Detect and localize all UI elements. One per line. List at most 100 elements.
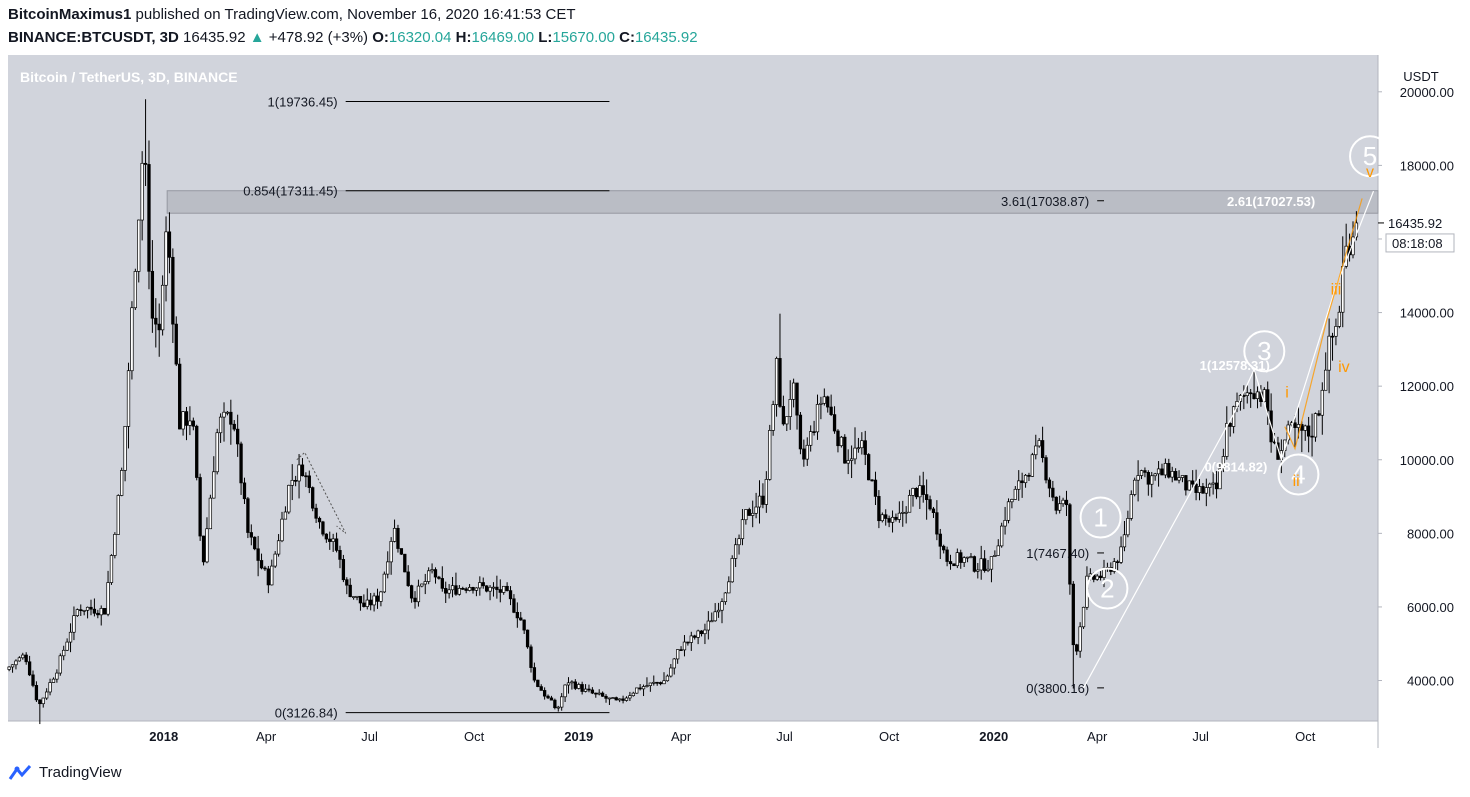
candle-body [1075,644,1079,652]
candle-body [478,582,482,589]
dotted-projection [296,451,347,534]
candle-body [1160,468,1164,476]
y-tick-label: 6000.00 [1407,600,1454,615]
candle-body [795,382,799,416]
candle-body [123,425,127,471]
candle-body [79,609,83,611]
candle-body [1252,393,1256,400]
candle-body [447,589,451,594]
candle-body [887,518,891,523]
candle-body [92,608,97,614]
candle-body [1098,575,1103,578]
candle-body [283,511,288,520]
candle-body [7,666,11,670]
candle-body [280,518,284,542]
fib-level-label: 0.854(17311.45) [243,184,337,199]
candle-body [757,495,762,508]
candle-body [505,585,509,591]
candle-body [471,587,475,591]
candle-body [529,646,533,668]
candle-body [195,425,199,478]
candle-body [362,602,366,607]
candle-body [880,514,884,522]
candle-body [549,697,554,701]
change-value: +478.92 (+3%) [268,29,369,46]
candle-body [184,411,189,426]
candle-body [116,495,120,535]
candle-body [1201,486,1205,494]
candle-body [488,586,492,592]
candle-body [597,692,601,695]
subwave-label: iii [1331,282,1342,299]
candle-body [989,556,994,570]
candle-body [1191,480,1195,485]
tradingview-brand[interactable]: TradingView [8,763,122,781]
candle-body [1167,463,1171,478]
candle-body [191,420,195,427]
candle-body [1003,519,1007,527]
candle-body [1310,435,1314,438]
candle-body [62,649,66,657]
high-label: H: [455,29,472,46]
candle-body [1061,499,1065,505]
candle-body [583,688,588,692]
candle-body [300,464,305,477]
candle-body [600,692,605,697]
candle-body [890,516,895,523]
low-label: L: [538,29,553,46]
candle-body [423,581,427,585]
candle-body [580,684,584,692]
candle-body [259,560,264,569]
candle-body [877,496,881,522]
candle-body [809,431,813,446]
candle-body [293,479,298,482]
candle-body [928,499,932,510]
candle-body [143,162,148,165]
candle-body [379,591,383,602]
candle-body [614,697,618,701]
y-tick-label: 4000.00 [1407,674,1454,689]
candle-body [682,641,687,651]
candle-body [1303,425,1307,431]
subwave-label: v [1366,164,1374,181]
candle-body [720,601,724,611]
candle-body [474,587,479,591]
candle-body [1337,311,1341,327]
candle-body [229,411,233,425]
wave-circle [1277,453,1320,496]
candle-body [894,516,898,520]
candle-body [594,692,598,695]
candle-body [733,544,738,559]
candle-body [160,284,165,331]
candle-body [403,553,407,573]
candle-body [744,509,748,521]
candle-body [730,558,734,583]
candle-body [212,471,216,499]
candle-body [1204,487,1208,494]
candle-body [1187,480,1191,491]
candle-body [911,487,915,496]
candle-body [167,231,172,258]
author-name[interactable]: BitcoinMaximus1 [8,6,132,23]
candle-body [986,568,990,571]
candle-body [38,699,42,705]
candle-body [972,556,977,572]
candle-body [658,682,663,685]
candle-body [392,527,397,542]
candle-body [1153,473,1157,477]
candle-body [1249,392,1253,395]
fib-level-label: 1(19736.45) [268,94,338,109]
candle-body [1242,395,1246,397]
candle-body [454,585,458,595]
candle-body [341,559,346,581]
candle-body [345,579,349,586]
x-tick-label: 2020 [979,729,1008,744]
x-tick-label: Apr [1087,729,1108,744]
candle-body [413,597,417,603]
candle-body [1013,488,1017,500]
publish-line: BitcoinMaximus1 published on TradingView… [8,6,576,23]
candle-body [802,448,806,460]
candle-body [48,682,52,693]
candle-body [1170,471,1174,478]
